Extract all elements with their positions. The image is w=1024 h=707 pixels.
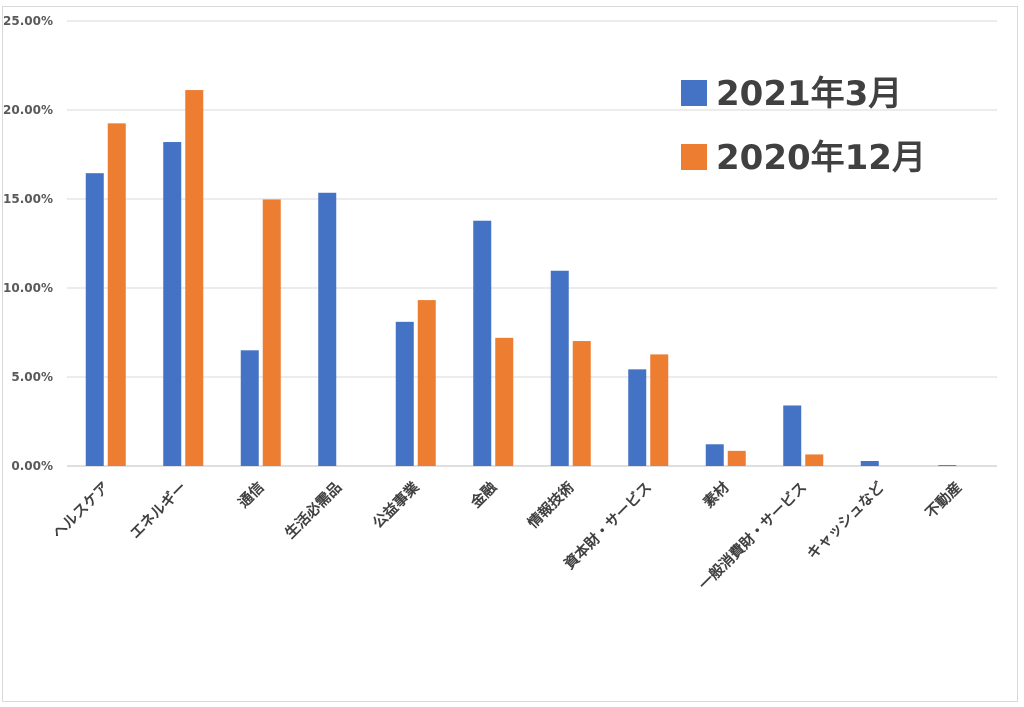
y-axis: 0.00% 5.00% 10.00% 15.00% 20.00% 25.00% xyxy=(3,14,53,473)
bar-series2 xyxy=(107,123,126,466)
bars xyxy=(85,90,957,467)
x-category-label: 通信 xyxy=(234,478,268,512)
legend-swatch xyxy=(681,80,707,106)
bar-series1 xyxy=(550,270,569,466)
bar-series1 xyxy=(628,369,647,466)
y-tick-label: 5.00% xyxy=(11,370,53,384)
y-tick-label: 10.00% xyxy=(3,281,53,295)
x-category-label: エネルギー xyxy=(127,479,190,542)
bar-series1 xyxy=(395,321,414,466)
bar-series1 xyxy=(318,192,337,466)
y-tick-label: 20.00% xyxy=(3,103,53,117)
bar-series2 xyxy=(727,450,746,466)
bar-series1 xyxy=(860,461,879,466)
y-tick-label: 25.00% xyxy=(3,14,53,28)
y-tick-label: 15.00% xyxy=(3,192,53,206)
x-category-label: 公益事業 xyxy=(369,478,423,532)
x-category-label: 生活必需品 xyxy=(281,478,345,542)
bar-series2 xyxy=(417,300,436,466)
gridlines xyxy=(67,20,997,467)
x-category-label: 不動産 xyxy=(922,478,965,521)
bar-series2 xyxy=(495,337,514,466)
bar-series2 xyxy=(185,90,204,467)
chart-frame: 0.00% 5.00% 10.00% 15.00% 20.00% 25.00% ヘルスケア… xyxy=(2,6,1018,702)
bar-series2 xyxy=(805,454,824,466)
legend-swatch xyxy=(681,144,707,170)
bar-series1 xyxy=(938,465,957,466)
x-category-label: 金融 xyxy=(466,478,500,512)
legend: 2021年3月 2020年12月 xyxy=(681,74,926,178)
bar-series2 xyxy=(572,341,591,466)
bar-series1 xyxy=(85,173,104,466)
bar-series2 xyxy=(262,199,281,466)
x-category-label: 素材 xyxy=(699,478,733,512)
bar-series2 xyxy=(650,354,669,466)
bar-series1 xyxy=(783,405,802,466)
x-category-label: ヘルスケア xyxy=(49,479,112,542)
bar-series1 xyxy=(473,220,492,466)
x-category-label: キャッシュなど xyxy=(804,478,888,562)
bar-chart: 0.00% 5.00% 10.00% 15.00% 20.00% 25.00% ヘルスケア… xyxy=(3,14,997,594)
legend-label: 2021年3月 xyxy=(716,74,902,114)
bar-series1 xyxy=(163,142,182,467)
bar-series1 xyxy=(240,350,259,466)
bar-series1 xyxy=(705,444,724,466)
x-category-label: 情報技術 xyxy=(524,478,578,532)
y-tick-label: 0.00% xyxy=(11,459,53,473)
legend-label: 2020年12月 xyxy=(716,138,926,178)
